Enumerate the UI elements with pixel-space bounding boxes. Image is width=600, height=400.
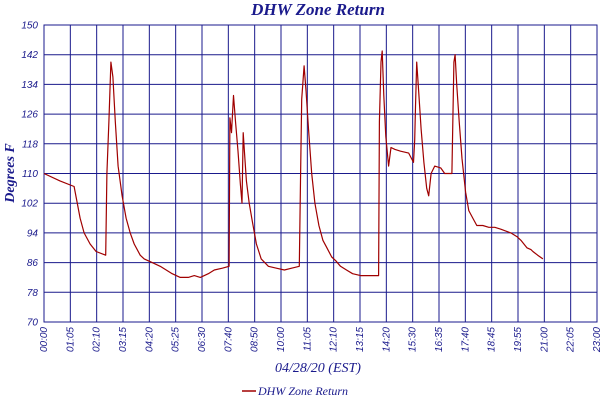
x-tick-label: 06:30 bbox=[197, 327, 208, 352]
x-tick-label: 18:45 bbox=[487, 327, 498, 352]
y-tick-label: 86 bbox=[27, 258, 39, 269]
x-tick-label: 23:00 bbox=[592, 327, 600, 353]
x-tick-label: 17:40 bbox=[460, 327, 471, 352]
x-tick-label: 13:15 bbox=[355, 327, 366, 352]
x-tick-label: 14:20 bbox=[381, 327, 392, 352]
y-axis-ticks: 70 78 86 94 102 110 118 126 134 142 150 bbox=[21, 21, 38, 329]
x-tick-label: 03:15 bbox=[118, 327, 129, 352]
x-tick-label: 22:05 bbox=[566, 327, 577, 353]
y-tick-label: 150 bbox=[21, 21, 38, 32]
y-tick-label: 110 bbox=[22, 169, 38, 180]
x-tick-label: 02:10 bbox=[92, 327, 103, 352]
x-tick-label: 12:10 bbox=[329, 327, 340, 352]
x-axis-ticks: 00:00 01:05 02:10 03:15 04:20 05:25 06:30 07:40… bbox=[39, 327, 600, 353]
grid bbox=[43, 24, 598, 323]
x-tick-label: 01:05 bbox=[65, 327, 76, 352]
x-tick-label: 00:00 bbox=[39, 327, 50, 352]
x-tick-label: 21:00 bbox=[539, 327, 550, 353]
x-axis-label: 04/28/20 (EST) bbox=[275, 361, 361, 376]
y-tick-label: 142 bbox=[21, 50, 38, 61]
y-axis-label: Degrees F bbox=[3, 143, 18, 204]
chart-title: DHW Zone Return bbox=[250, 0, 385, 19]
y-tick-label: 126 bbox=[21, 110, 38, 121]
x-tick-label: 08:50 bbox=[250, 327, 261, 352]
x-tick-label: 07:40 bbox=[223, 327, 234, 352]
y-tick-label: 94 bbox=[27, 228, 39, 239]
y-tick-label: 78 bbox=[27, 288, 39, 299]
y-tick-label: 134 bbox=[21, 80, 38, 91]
series-layer bbox=[43, 50, 544, 278]
x-tick-label: 11:05 bbox=[302, 327, 313, 352]
y-tick-label: 102 bbox=[21, 199, 38, 210]
legend-label: DHW Zone Return bbox=[257, 384, 348, 398]
x-tick-label: 15:30 bbox=[408, 327, 419, 352]
legend: DHW Zone Return bbox=[242, 384, 348, 398]
series-line bbox=[43, 50, 544, 278]
x-tick-label: 05:25 bbox=[171, 327, 182, 352]
x-tick-label: 19:55 bbox=[513, 327, 524, 352]
x-tick-label: 04:20 bbox=[144, 327, 155, 352]
y-tick-label: 70 bbox=[27, 318, 39, 329]
x-tick-label: 10:00 bbox=[276, 327, 287, 352]
x-tick-label: 16:35 bbox=[434, 327, 445, 352]
y-tick-label: 118 bbox=[22, 139, 38, 150]
